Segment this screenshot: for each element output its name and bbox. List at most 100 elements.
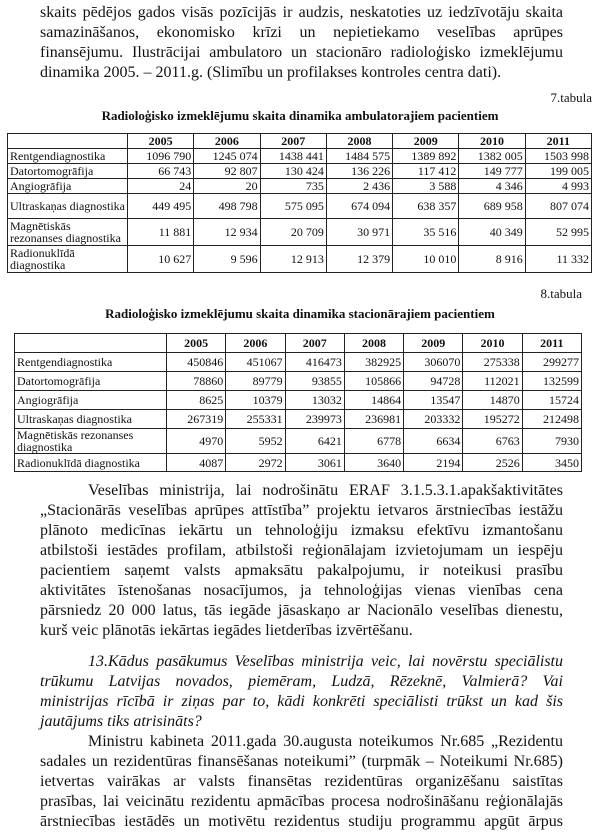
cell-value: 299277: [521, 352, 583, 372]
cell-value: 30 971: [325, 218, 394, 246]
cell-value: 14864: [343, 390, 405, 410]
cell-value: 451067: [225, 352, 286, 372]
column-header: 2008: [325, 133, 394, 149]
row-label: Angiogrāfija: [14, 390, 167, 410]
cell-value: 2526: [462, 453, 523, 472]
text-line: ministrijas rīcībā ir ziņas par to, kādi…: [40, 693, 563, 710]
cell-value: 94728: [403, 371, 464, 391]
text-line: „Stacionārās veselības aprūpes attīstība…: [40, 502, 563, 519]
table8-number: 8.tabula: [540, 286, 582, 301]
answer-paragraph: Ministru kabineta 2011.gada 30.augusta n…: [40, 732, 563, 832]
cell-value: 1382 005: [458, 148, 526, 164]
column-header: 2005: [126, 133, 195, 149]
cell-value: 6634: [403, 428, 464, 454]
column-header: 2007: [259, 133, 327, 149]
cell-value: 6763: [462, 428, 523, 454]
table7-title: Radioloģisko izmeklējumu skaita dinamika…: [101, 108, 499, 123]
cell-value: 255331: [225, 409, 286, 429]
cell-value: 20: [193, 178, 261, 194]
text-line: kurš veic plānotās iekārtas iegādes liet…: [40, 622, 413, 639]
table-row: Radionuklīdā diagnostika 4087 2972 3061 3640…: [14, 453, 583, 472]
cell-value: 2 436: [325, 178, 394, 194]
text-line: atbilstoši iestādes profilam, atbilstoši…: [40, 542, 563, 559]
column-header: 2007: [284, 333, 345, 353]
cell-value: 7930: [521, 428, 583, 454]
cell-value: 212498: [521, 409, 583, 429]
column-header: 2005: [165, 333, 227, 353]
cell-value: 4 993: [524, 178, 593, 194]
cell-value: 4970: [165, 428, 227, 454]
table-header-row: 2005 2006 2007 2008 2009 2010 2011: [14, 333, 583, 353]
table-row: Magnētiskās rezonanses diagnostika 4970 59…: [14, 428, 583, 454]
cell-value: 236981: [343, 409, 405, 429]
row-label: Rentgendiagnostika: [14, 352, 167, 372]
text-line: Ministru kabineta 2011.gada 30.augusta n…: [88, 733, 563, 750]
text-line: pārsniedz 20 000 latus, tās iegāde jāsas…: [40, 602, 563, 619]
cell-value: 807 074: [524, 193, 593, 219]
cell-value: 2194: [403, 453, 464, 472]
text-line: finansējumu. Ilustrācijai ambulatoro un …: [40, 44, 563, 61]
text-line: trūkumu Latvijas novados, piemēram, Ludz…: [40, 673, 563, 690]
cell-value: 416473: [284, 352, 345, 372]
question-13: 13.Kādus pasākumus Veselības ministrija …: [40, 652, 563, 732]
column-header: 2009: [392, 133, 460, 149]
cell-value: 12 934: [193, 218, 261, 246]
text-line: ārstniecības iestādēs un motivētu rezide…: [40, 813, 563, 830]
cell-value: 24: [126, 178, 195, 194]
text-line: dinamika 2005. – 2011.g. (Slimību un pro…: [40, 64, 502, 81]
cell-value: 11 332: [524, 245, 593, 273]
column-header: [14, 333, 167, 353]
row-label: Datortomogrāfija: [7, 163, 128, 179]
cell-value: 674 094: [325, 193, 394, 219]
cell-value: 306070: [403, 352, 464, 372]
cell-value: 5952: [225, 428, 286, 454]
cell-value: 8625: [165, 390, 227, 410]
cell-value: 10379: [225, 390, 286, 410]
cell-value: 1484 575: [325, 148, 394, 164]
row-label: Ultraskaņas diagnostika: [7, 193, 128, 219]
cell-value: 1503 998: [524, 148, 593, 164]
cell-value: 40 349: [458, 218, 526, 246]
cell-value: 638 357: [392, 193, 460, 219]
cell-value: 689 958: [458, 193, 526, 219]
table-row: Datortomogrāfija 78860 89779 93855 105866 947…: [14, 371, 583, 391]
row-label: Ultraskaņas diagnostika: [14, 409, 167, 429]
column-header: 2008: [343, 333, 405, 353]
cell-value: 117 412: [392, 163, 460, 179]
cell-value: 130 424: [259, 163, 327, 179]
cell-value: 450846: [165, 352, 227, 372]
cell-value: 203332: [403, 409, 464, 429]
text-line: 13.Kādus pasākumus Veselības ministrija …: [88, 653, 563, 670]
cell-value: 3450: [521, 453, 583, 472]
table-row: Rentgendiagnostika 450846 451067 416473 3829…: [14, 352, 583, 372]
text-line: samazināšanos, ekonomisko krīzi un nepie…: [40, 24, 563, 41]
text-line: ietvertas vairākas ar valsts finansētas …: [40, 773, 563, 790]
column-header: 2009: [403, 333, 464, 353]
cell-value: 3061: [284, 453, 345, 472]
cell-value: 267319: [165, 409, 227, 429]
row-label: Radionuklīdā diagnostika: [14, 453, 167, 472]
column-header: 2010: [462, 333, 523, 353]
text-line: skaits pēdējos gados visās pozīcijās ir …: [40, 4, 563, 21]
column-header: 2010: [458, 133, 526, 149]
table-row: Magnētiskās rezonanses diagnostika 11 881…: [7, 218, 593, 246]
row-label: Datortomogrāfija: [14, 371, 167, 391]
row-label: Rentgendiagnostika: [7, 148, 128, 164]
table-row: Angiogrāfija 24 20 735 2 436 3 588 4 346 4 993: [7, 178, 593, 194]
column-header: 2011: [524, 133, 593, 149]
cell-value: 132599: [521, 371, 583, 391]
table-row: Ultraskaņas diagnostika 449 495 498 798 575…: [7, 193, 593, 219]
table-row: Radionuklīdā diagnostika 10 627 9 596 12 91…: [7, 245, 593, 273]
cell-value: 105866: [343, 371, 405, 391]
cell-value: 9 596: [193, 245, 261, 273]
cell-value: 136 226: [325, 163, 394, 179]
cell-value: 10 010: [392, 245, 460, 273]
cell-value: 6421: [284, 428, 345, 454]
cell-value: 149 777: [458, 163, 526, 179]
table8-inpatient: 2005 2006 2007 2008 2009 2010 2011 Rentgendiagn…: [14, 333, 583, 472]
cell-value: 12 913: [259, 245, 327, 273]
cell-value: 2972: [225, 453, 286, 472]
table-header-row: 2005 2006 2007 2008 2009 2010 2011: [7, 133, 593, 149]
cell-value: 89779: [225, 371, 286, 391]
cell-value: 13547: [403, 390, 464, 410]
